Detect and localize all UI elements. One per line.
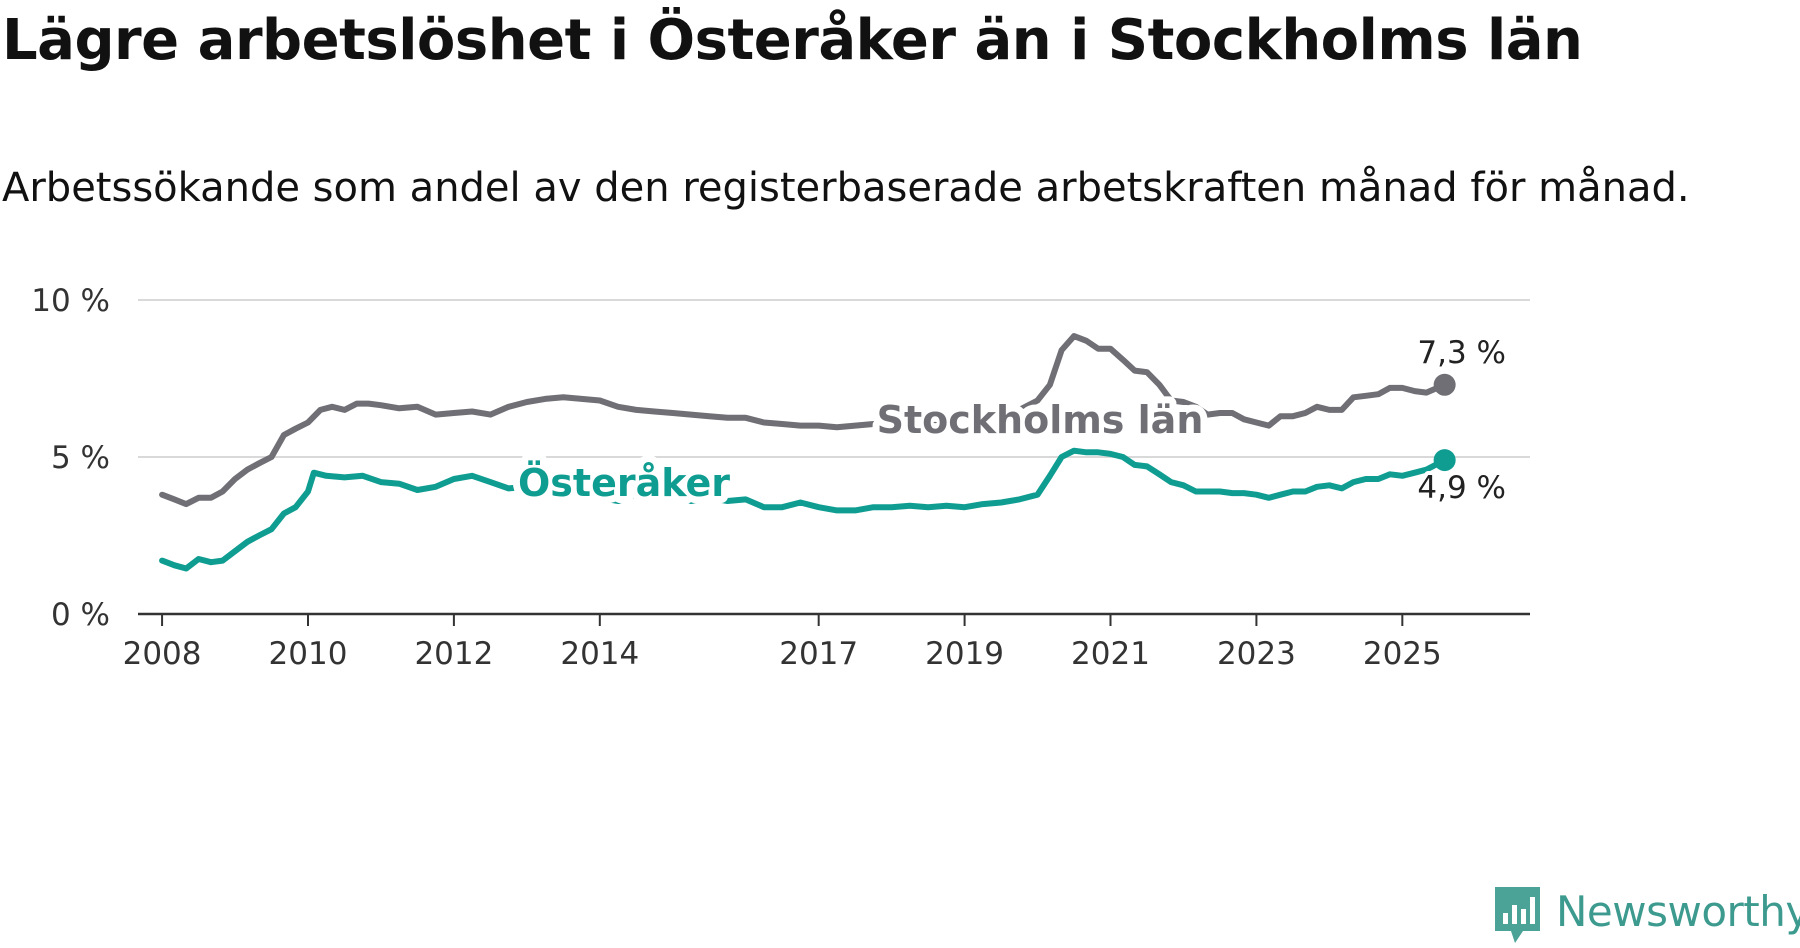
brand-name: Newsworthy xyxy=(1556,887,1800,936)
y-tick-label: 10 % xyxy=(31,283,110,319)
series-end-label: 7,3 % xyxy=(1417,335,1506,371)
series-line xyxy=(159,447,1448,572)
x-tick-label: 2017 xyxy=(779,636,858,672)
y-axis: 0 % 5 % 10 % xyxy=(31,283,110,633)
series-end-marker xyxy=(1433,449,1456,472)
x-tick-label: 2014 xyxy=(560,636,639,672)
series-line xyxy=(159,333,1448,508)
series-name-label: Stockholms län xyxy=(877,398,1204,442)
newsworthy-logo-icon xyxy=(1495,887,1540,943)
y-tick-label: 5 % xyxy=(51,440,110,476)
series-lines xyxy=(159,333,1456,572)
x-axis: 2008 2010 2012 2014 2017 2019 2021 2023 2025 xyxy=(123,612,1530,672)
newsworthy-brand: Newsworthy xyxy=(1493,885,1800,945)
series-end-label: 4,9 % xyxy=(1417,470,1506,506)
x-tick-label: 2012 xyxy=(414,636,493,672)
series-labels: Stockholms län Österåker 7,3 % 4,9 % xyxy=(511,331,1510,512)
x-tick-label: 2021 xyxy=(1071,636,1150,672)
gridlines xyxy=(138,299,1530,458)
x-tick-label: 2023 xyxy=(1217,636,1296,672)
x-tick-label: 2008 xyxy=(123,636,202,672)
x-tick-label: 2010 xyxy=(269,636,348,672)
series-name-label: Österåker xyxy=(518,461,730,505)
chart-title: Lägre arbetslöshet i Österåker än i Stoc… xyxy=(2,8,1583,73)
series-end-marker xyxy=(1433,373,1456,396)
y-tick-label: 0 % xyxy=(51,597,110,633)
x-tick-label: 2019 xyxy=(925,636,1004,672)
x-tick-label: 2025 xyxy=(1363,636,1442,672)
chart-subtitle: Arbetssökande som andel av den registerb… xyxy=(2,165,1690,211)
